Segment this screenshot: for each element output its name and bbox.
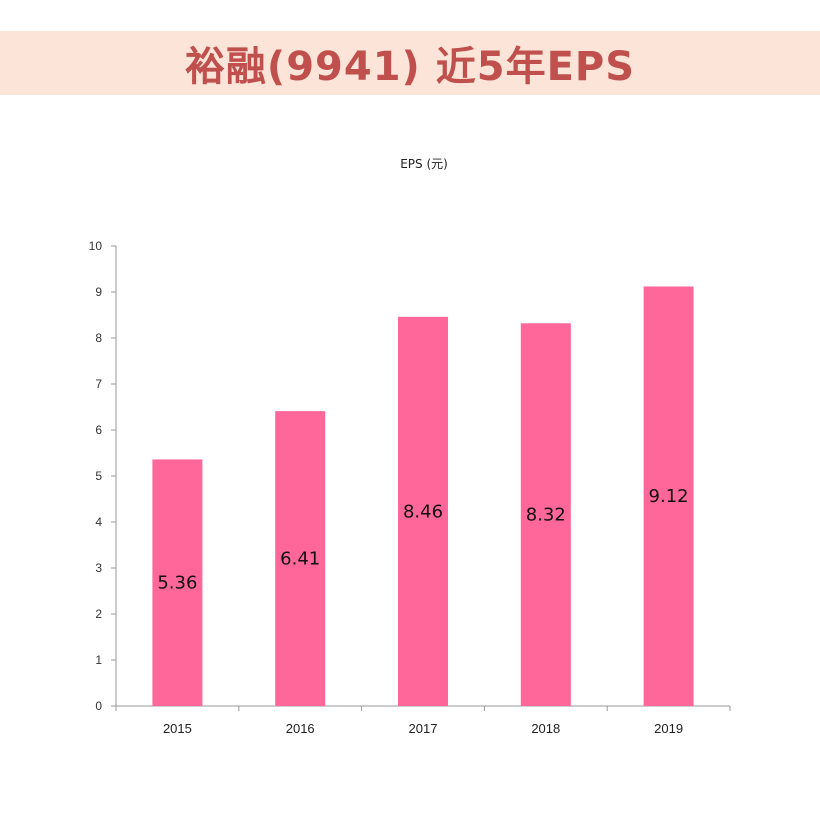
category-label-2016: 2016 [286,721,315,736]
banner-title: 裕融(9941) 近5年EPS [184,44,636,90]
category-label-2015: 2015 [163,721,192,736]
bar-2019 [643,286,694,706]
category-label-2017: 2017 [409,721,438,736]
data-labels: 5.36 6.41 8.46 8.32 9.12 [157,486,688,593]
category-label-2019: 2019 [654,721,683,736]
bar-2016 [275,411,326,706]
y-tick-label: 10 [89,239,103,253]
data-label-2015: 5.36 [157,573,197,594]
y-tick-label: 8 [95,331,102,345]
y-tick-label: 3 [95,561,102,575]
data-label-2016: 6.41 [280,549,320,570]
chart-title: EPS (元) [400,157,448,171]
category-labels: 2015 2016 2017 2018 2019 [163,721,683,736]
x-ticks [115,706,731,711]
y-tick-label: 9 [95,285,102,299]
bar-2018 [520,323,571,706]
bar-2015 [152,459,203,706]
y-tick-label: 2 [95,607,102,621]
bar-2017 [398,316,448,706]
y-tick-label: 7 [95,377,102,391]
y-tick-label: 6 [95,423,102,437]
data-label-2019: 9.12 [649,486,689,507]
y-tick-label: 1 [95,653,102,667]
data-label-2018: 8.32 [526,505,566,526]
y-tick-label: 5 [95,469,102,483]
bars [152,286,694,706]
y-ticks: 0 1 2 3 4 5 6 7 8 9 10 [89,239,116,713]
y-tick-label: 0 [95,699,102,713]
title-banner: 裕融(9941) 近5年EPS [0,31,820,95]
category-label-2018: 2018 [531,721,560,736]
y-tick-label: 4 [95,515,102,529]
data-label-2017: 8.46 [403,501,443,522]
